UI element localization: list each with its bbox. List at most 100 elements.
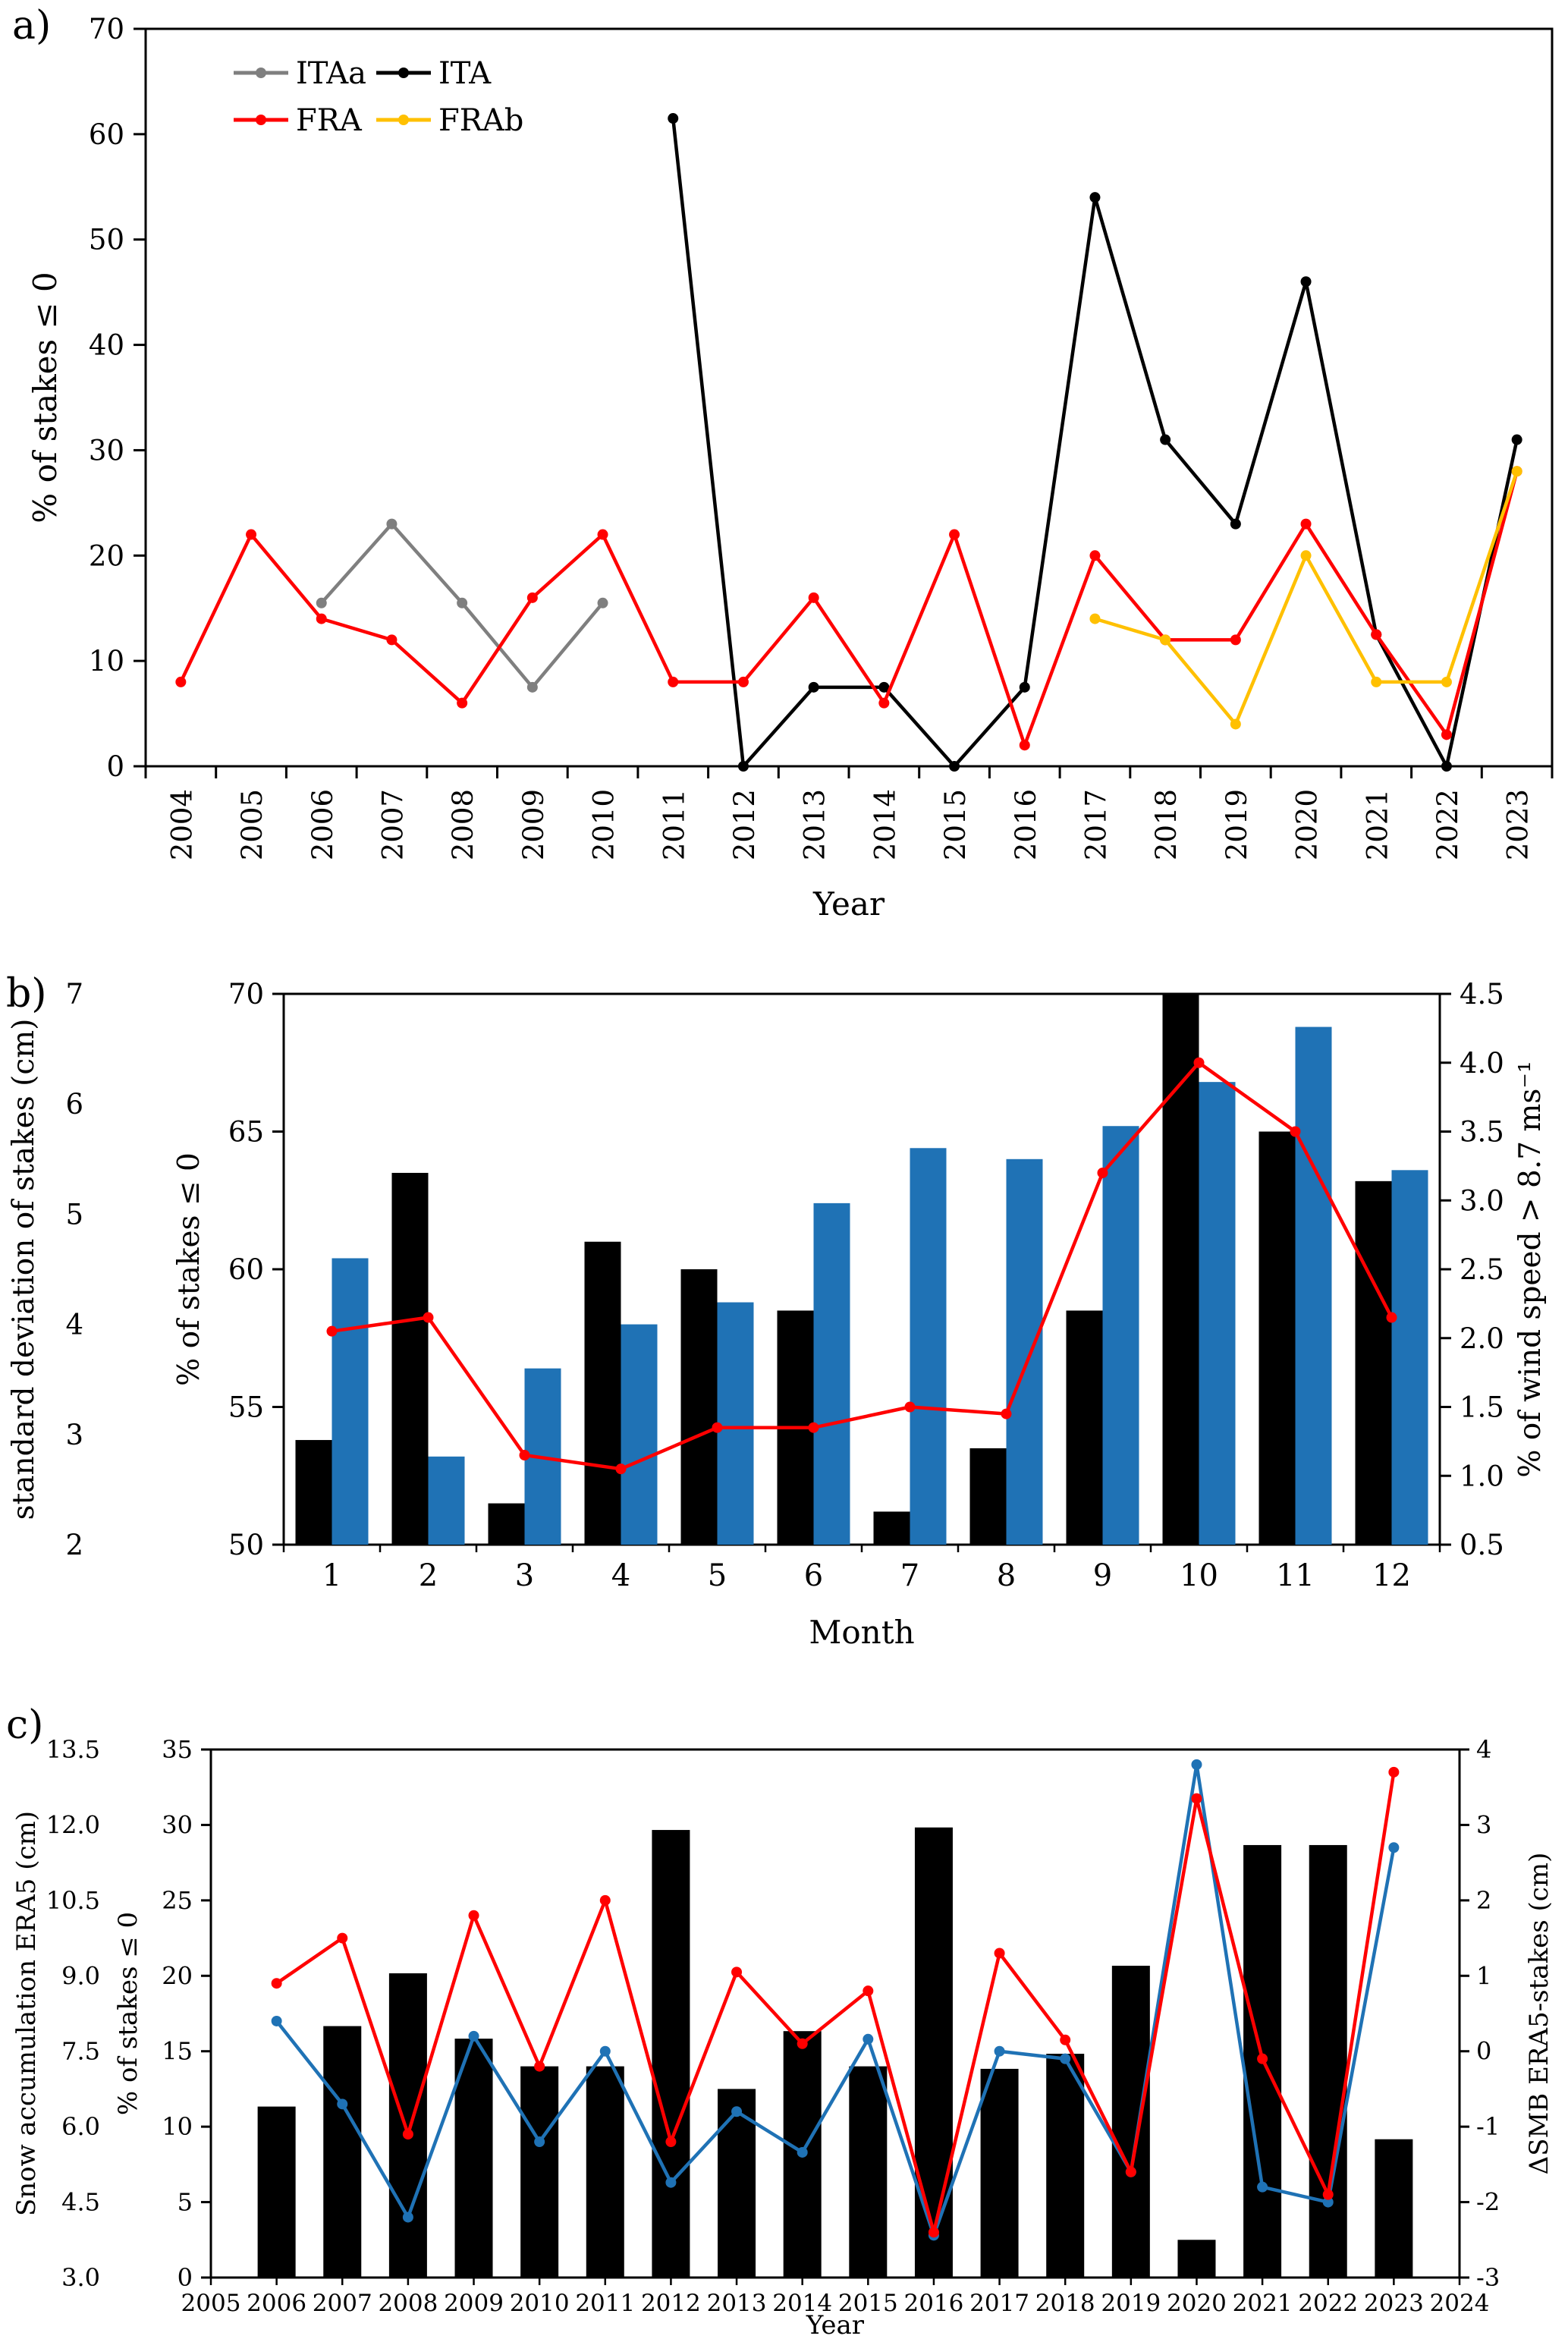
x-tick-label: 2018 bbox=[1150, 789, 1183, 860]
stakes-tick-label: 0 bbox=[178, 2263, 193, 2292]
black-tick-label: 65 bbox=[228, 1116, 264, 1149]
data-point bbox=[808, 1422, 819, 1433]
data-point bbox=[1322, 2189, 1334, 2200]
data-point bbox=[316, 597, 327, 608]
data-point bbox=[994, 1948, 1005, 1959]
data-point bbox=[1371, 676, 1382, 687]
data-point bbox=[1388, 1842, 1400, 1853]
x-tick-label: 2012 bbox=[728, 789, 761, 860]
data-point bbox=[1125, 2166, 1136, 2177]
axes-c: 3.04.56.07.59.010.512.013.50510152025303… bbox=[46, 1735, 1500, 2317]
snow-tick-label: 13.5 bbox=[46, 1735, 100, 1764]
dsmb-tick-label: 0 bbox=[1476, 2037, 1491, 2066]
year-label: 2007 bbox=[313, 2290, 372, 2317]
y-tick-label: 10 bbox=[89, 645, 124, 677]
data-point bbox=[1230, 634, 1241, 646]
data-point bbox=[737, 676, 749, 687]
stakes-bar bbox=[680, 1269, 718, 1545]
month-label: 7 bbox=[900, 1558, 919, 1593]
stdev-bar bbox=[1006, 1158, 1043, 1545]
x-tick-label: 2011 bbox=[658, 789, 690, 860]
legend-label: FRA bbox=[296, 103, 363, 138]
year-label: 2022 bbox=[1298, 2290, 1358, 2317]
snow-bar bbox=[1046, 2054, 1085, 2278]
red-tick-label: 2.0 bbox=[1460, 1322, 1504, 1355]
series-ITAa bbox=[316, 518, 608, 693]
blue-axis-title: standard deviation of stakes (cm) bbox=[7, 1019, 41, 1520]
y-tick-label: 70 bbox=[89, 13, 124, 46]
red-tick-label: 3.5 bbox=[1460, 1116, 1504, 1149]
wind-speed-line bbox=[326, 1057, 1397, 1475]
data-point bbox=[1300, 550, 1312, 561]
snow-bar bbox=[388, 1973, 427, 2278]
year-label: 2010 bbox=[510, 2290, 570, 2317]
data-point bbox=[1001, 1408, 1012, 1419]
snow-tick-label: 9.0 bbox=[61, 1961, 100, 1990]
stdev-bar bbox=[1391, 1170, 1428, 1545]
plot-border bbox=[144, 27, 1554, 768]
data-point bbox=[1388, 1766, 1400, 1778]
data-point bbox=[468, 1910, 479, 1921]
panel-a-chart: 0 10 20 30 40 50 60 70 2004 2005 2006 2007 2008 2009 2… bbox=[27, 13, 1554, 923]
data-point bbox=[1097, 1167, 1108, 1178]
legend-label: FRAb bbox=[438, 103, 523, 138]
data-point bbox=[1511, 466, 1522, 477]
month-label: 2 bbox=[419, 1558, 438, 1593]
black-tick-label: 60 bbox=[228, 1253, 264, 1286]
x-tick-label: 2013 bbox=[799, 789, 831, 860]
data-point bbox=[878, 697, 890, 709]
data-point bbox=[797, 2146, 808, 2158]
year-label: 2019 bbox=[1101, 2290, 1161, 2317]
y-tick-label: 30 bbox=[89, 434, 124, 467]
data-point bbox=[665, 2177, 677, 2188]
data-point bbox=[928, 2227, 939, 2238]
data-point bbox=[1060, 2053, 1071, 2064]
x-tick-label: 2016 bbox=[1010, 789, 1042, 860]
blue-tick-label: 5 bbox=[65, 1198, 83, 1231]
month-label: 12 bbox=[1372, 1558, 1411, 1593]
series-ITA bbox=[668, 113, 1522, 772]
dsmb-axis-title: ΔSMB ERA5-stakes (cm) bbox=[1524, 1853, 1554, 2175]
x-tick-label: 2006 bbox=[306, 789, 339, 860]
stakes-bar bbox=[1066, 1310, 1103, 1545]
stakes-bar bbox=[1258, 1131, 1296, 1545]
line-red bbox=[271, 1766, 1400, 2238]
data-point bbox=[386, 518, 397, 530]
snow-bar bbox=[1111, 1966, 1150, 2278]
x-tick-label: 2017 bbox=[1079, 789, 1112, 860]
dsmb-tick-label: -1 bbox=[1476, 2112, 1500, 2141]
data-point bbox=[949, 761, 960, 772]
data-point bbox=[1441, 761, 1452, 772]
data-point bbox=[808, 592, 819, 603]
data-point bbox=[808, 681, 819, 693]
snow-bar bbox=[914, 1827, 953, 2278]
x-tick-label: 2009 bbox=[517, 789, 550, 860]
stakes-bar bbox=[584, 1241, 621, 1545]
stakes-axis-title: % of stakes ≤ 0 bbox=[113, 1912, 143, 2115]
data-point bbox=[271, 1978, 282, 1989]
blue-tick-label: 7 bbox=[65, 978, 83, 1011]
dsmb-tick-label: 1 bbox=[1476, 1961, 1491, 1990]
black-axis-title: % of stakes ≤ 0 bbox=[172, 1152, 206, 1386]
y-tick-label: 60 bbox=[89, 118, 124, 151]
data-point bbox=[712, 1422, 723, 1433]
data-point bbox=[1160, 434, 1171, 445]
dsmb-tick-label: -3 bbox=[1476, 2263, 1500, 2292]
year-label: 2023 bbox=[1364, 2290, 1424, 2317]
legend-marker bbox=[398, 115, 409, 125]
blue-tick-label: 6 bbox=[65, 1088, 83, 1121]
bars-b bbox=[295, 994, 1428, 1545]
snow-bar bbox=[1177, 2240, 1216, 2278]
data-point bbox=[423, 1312, 434, 1323]
data-point bbox=[1441, 676, 1452, 687]
data-point bbox=[994, 2045, 1005, 2057]
y-tick-label: 40 bbox=[89, 329, 124, 362]
year-label: 2016 bbox=[903, 2290, 963, 2317]
data-point bbox=[316, 613, 327, 624]
data-point bbox=[1193, 1057, 1205, 1068]
stakes-tick-label: 5 bbox=[178, 2188, 193, 2217]
stakes-bar bbox=[1162, 994, 1199, 1545]
data-point bbox=[597, 529, 608, 540]
stakes-bar bbox=[873, 1511, 910, 1545]
red-tick-label: 3.0 bbox=[1460, 1184, 1504, 1217]
